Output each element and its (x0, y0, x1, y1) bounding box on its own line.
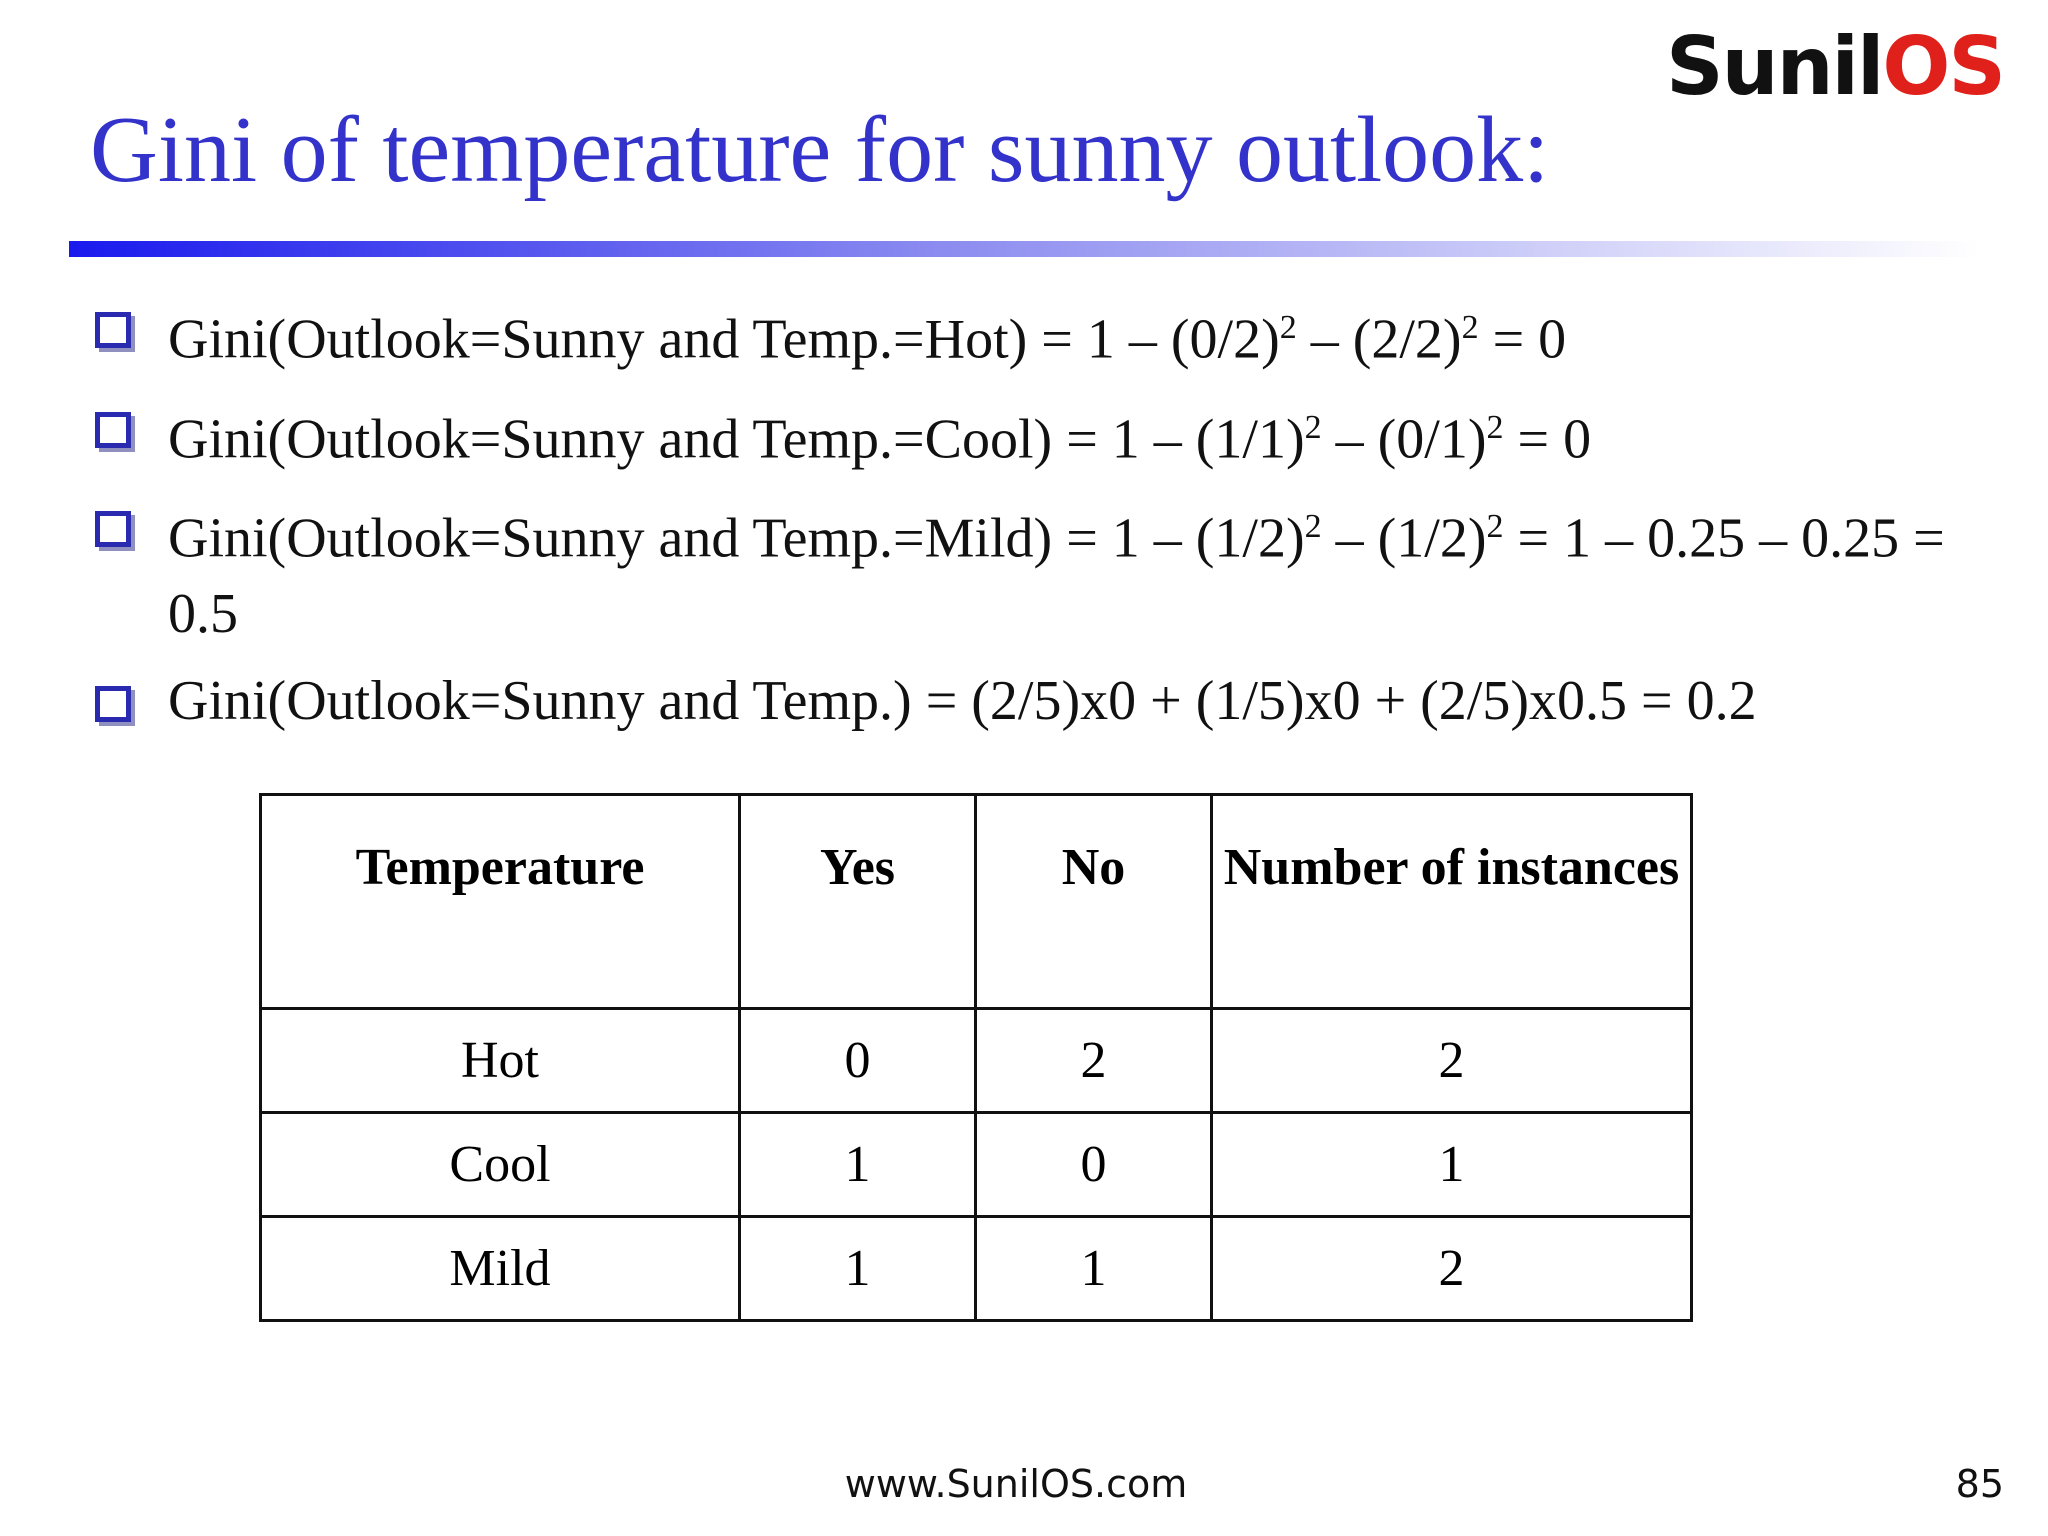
bullet-marker (95, 411, 131, 448)
logo-text: Sunil (1666, 20, 1884, 113)
table-cell: Cool (259, 1111, 741, 1218)
header-row: Temperature Yes No Number of instances (259, 793, 1693, 1010)
table-cell: 1 (738, 1111, 977, 1218)
superscript: 2 (1304, 508, 1322, 546)
bullet-list: Gini(Outlook=Sunny and Temp.=Hot) = 1 – … (95, 290, 1995, 751)
bullet-text: Gini(Outlook=Sunny and Temp.=Hot) = 1 – … (168, 308, 1280, 371)
table-cell: 2 (1210, 1007, 1693, 1114)
logo: SunilOS (1666, 20, 2006, 113)
superscript: 2 (1486, 408, 1504, 446)
column-header: Yes (738, 793, 977, 1010)
table-cell: Mild (259, 1215, 741, 1322)
bullet-text: – (2/2) (1296, 308, 1462, 371)
bullet-marker (95, 511, 131, 548)
superscript: 2 (1461, 309, 1479, 346)
bullet-item: Gini(Outlook=Sunny and Temp.) = (2/5)x0 … (95, 664, 1995, 739)
title-underline (69, 241, 1980, 257)
table-cell: 0 (974, 1111, 1213, 1218)
bullet-text: = 0 (1503, 408, 1592, 471)
column-header: Temperature (259, 793, 741, 1010)
data-table: Temperature Yes No Number of instances Hot 0… (259, 793, 1693, 1322)
table-cell: Hot (259, 1007, 741, 1114)
table-cell: 1 (738, 1215, 977, 1322)
footer-url: www.SunilOS.com (844, 1462, 1188, 1506)
table-cell: 2 (1210, 1215, 1693, 1322)
bullet-text: – (1/2) (1321, 507, 1487, 570)
table-row: Mild 1 1 2 (259, 1215, 1693, 1322)
superscript: 2 (1279, 309, 1297, 346)
table-body: Hot 0 2 2 Cool 1 0 1 Mild 1 1 2 (259, 1007, 1693, 1322)
slide-title: Gini of temperature for sunny outlook: (90, 98, 1550, 202)
bullet-text: = 0 (1478, 308, 1567, 371)
superscript: 2 (1486, 508, 1504, 546)
table-cell: 0 (738, 1007, 977, 1114)
superscript: 2 (1304, 408, 1322, 446)
table-cell: 2 (974, 1007, 1213, 1114)
table-row: Hot 0 2 2 (259, 1007, 1693, 1114)
bullet-text: Gini(Outlook=Sunny and Temp.) = (2/5)x0 … (168, 669, 1757, 732)
bullet-text: – (0/1) (1321, 408, 1487, 471)
column-header: Number of instances (1210, 793, 1693, 1010)
bullet-item: Gini(Outlook=Sunny and Temp.=Hot) = 1 – … (95, 290, 1995, 378)
page-number: 85 (1955, 1462, 2004, 1506)
bullet-item: Gini(Outlook=Sunny and Temp.=Cool) = 1 –… (95, 390, 1995, 478)
bullet-item: Gini(Outlook=Sunny and Temp.=Mild) = 1 –… (95, 489, 1995, 652)
column-header: No (974, 793, 1213, 1010)
table-row: Cool 1 0 1 (259, 1111, 1693, 1218)
bullet-text: Gini(Outlook=Sunny and Temp.=Mild) = 1 –… (168, 507, 1305, 570)
bullet-marker (95, 312, 131, 348)
logo-text: OS (1882, 20, 2006, 113)
bullet-text: Gini(Outlook=Sunny and Temp.=Cool) = 1 –… (168, 408, 1305, 471)
bullet-text: = 1 – 0.25 – 0.25 = 0.5 (168, 507, 1959, 645)
table-cell: 1 (974, 1215, 1213, 1322)
table-cell: 1 (1210, 1111, 1693, 1218)
bullet-marker (95, 685, 131, 722)
